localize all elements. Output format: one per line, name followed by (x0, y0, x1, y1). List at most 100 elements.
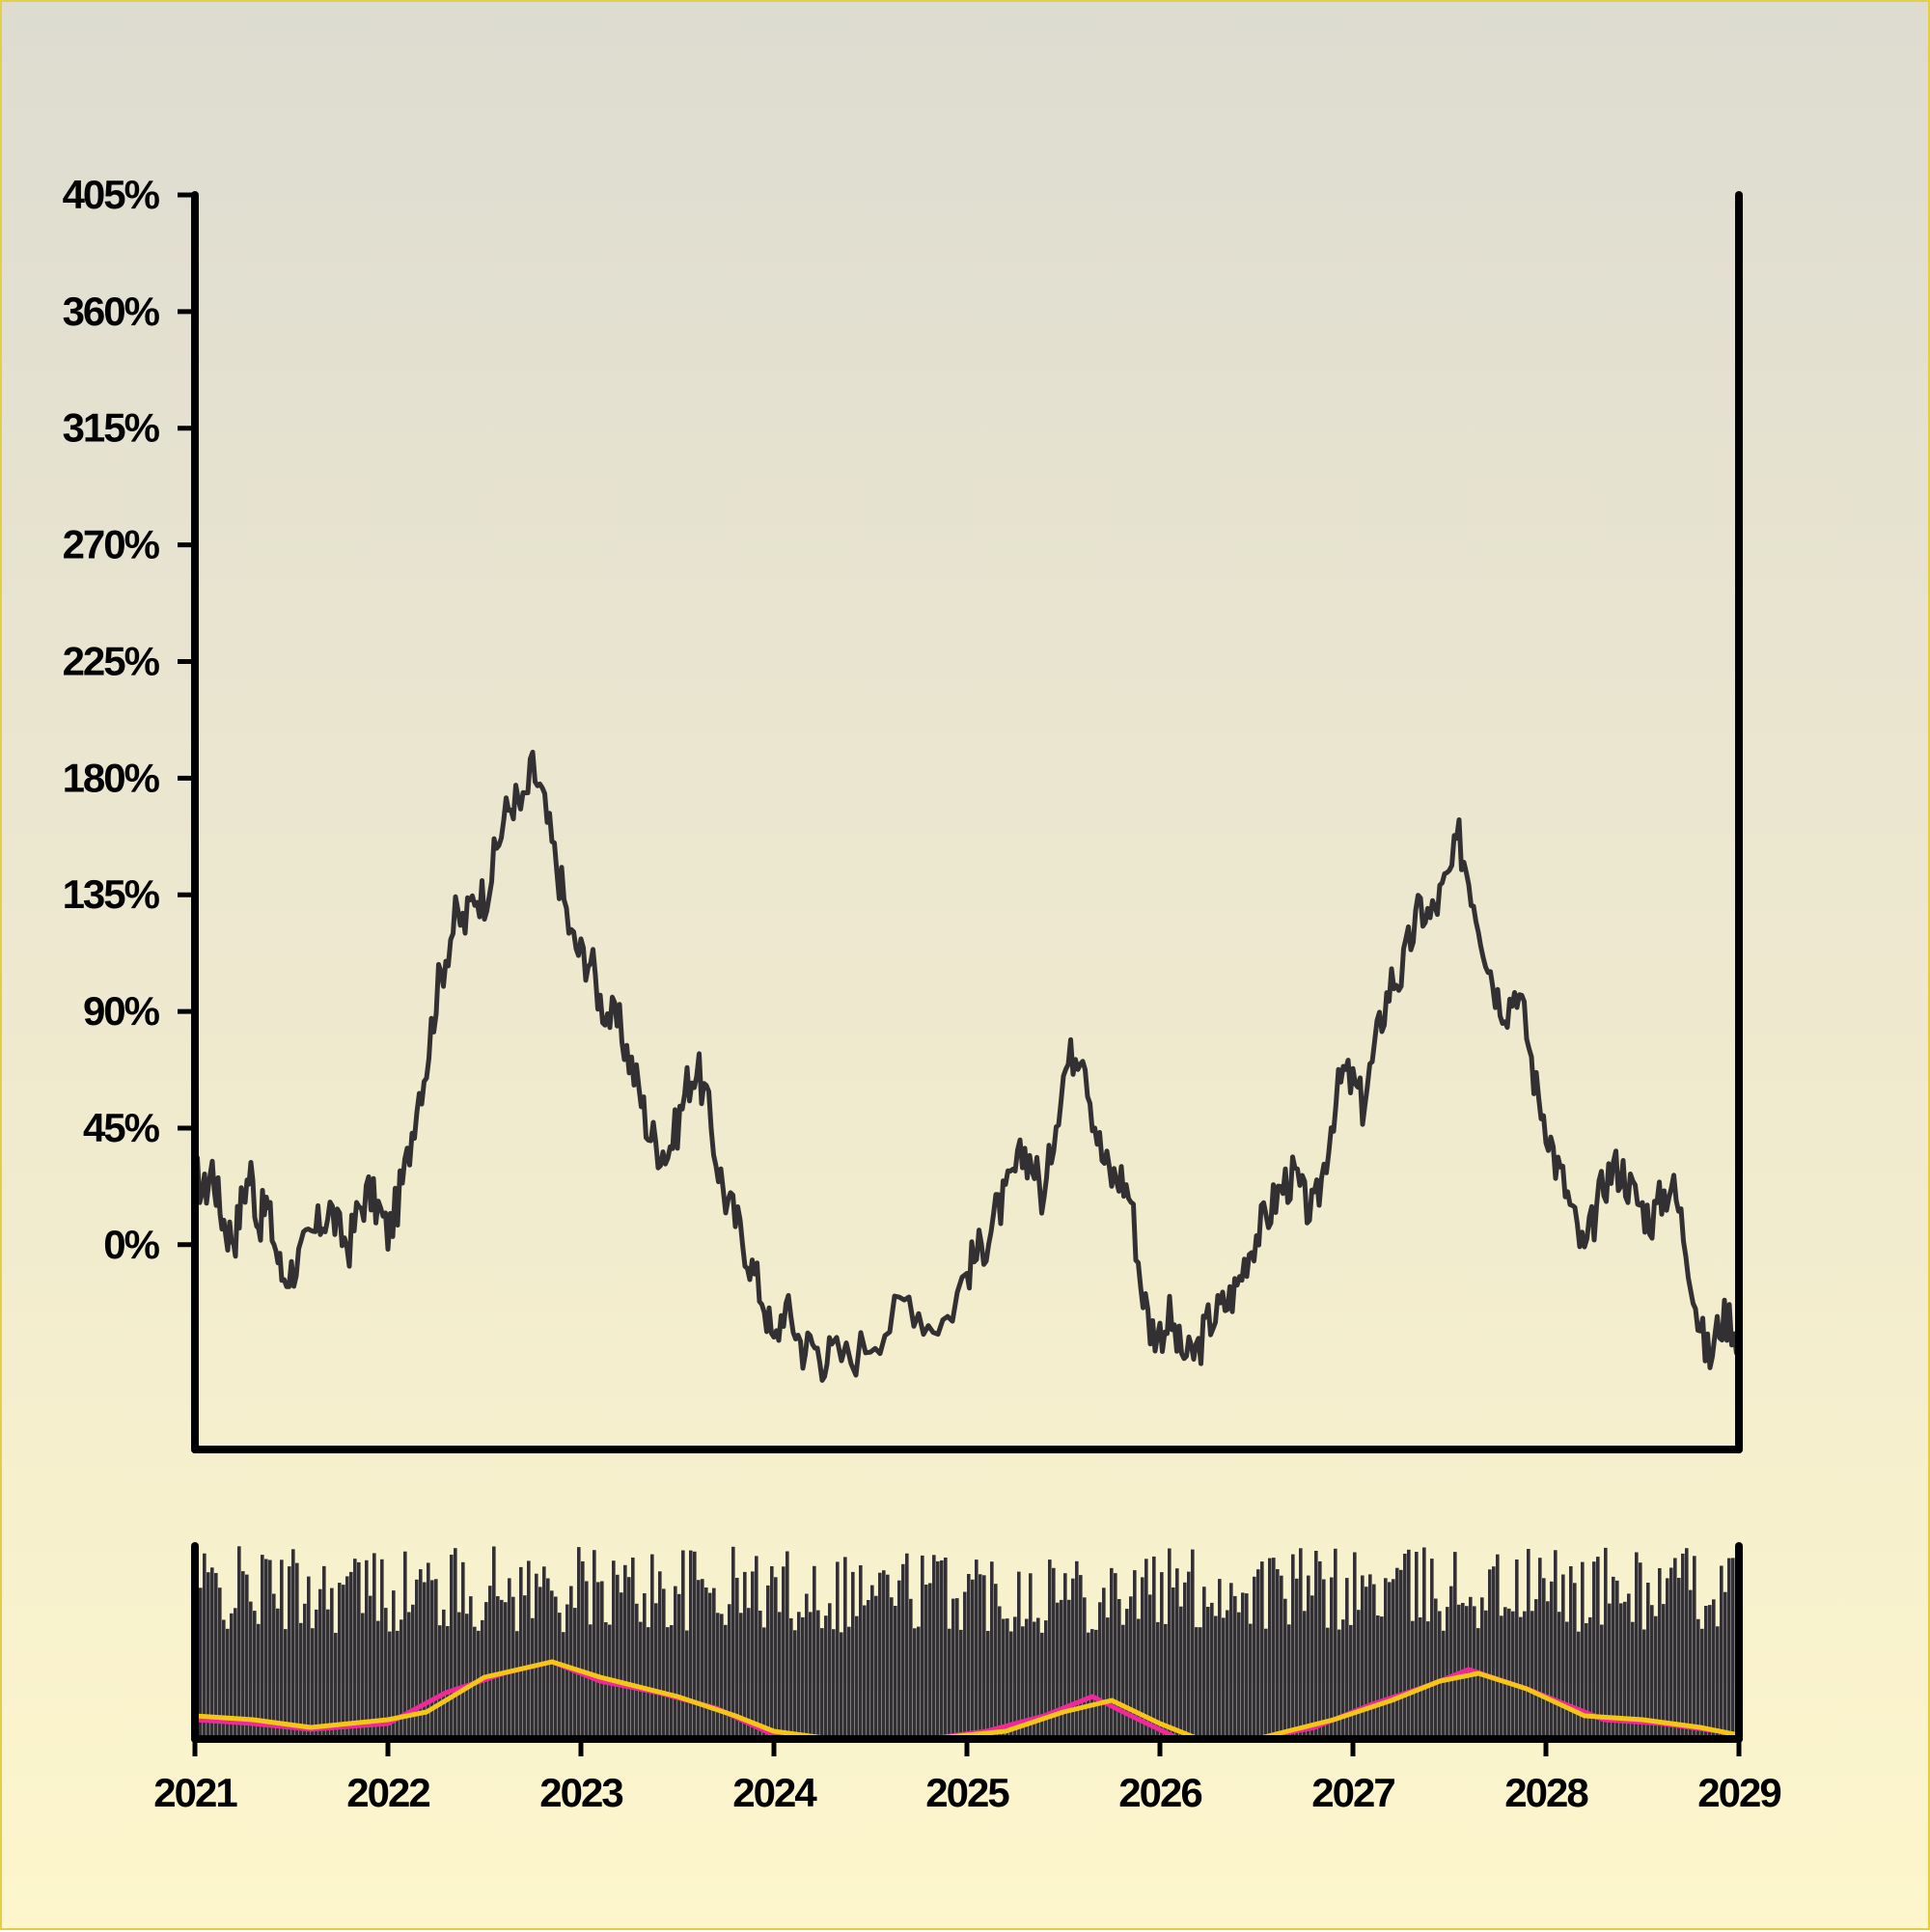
volume-bar (1500, 1615, 1503, 1739)
volume-bar (550, 1590, 554, 1739)
volume-bar (1523, 1611, 1527, 1739)
volume-bar (1199, 1627, 1202, 1739)
volume-bar (1631, 1621, 1635, 1739)
volume-bar (589, 1624, 593, 1739)
volume-bar (747, 1608, 751, 1739)
volume-bar (291, 1549, 295, 1739)
volume-bar (1106, 1617, 1110, 1739)
volume-bar (508, 1578, 511, 1739)
volume-bar (855, 1615, 859, 1739)
volume-bar (917, 1626, 921, 1739)
volume-bar (585, 1581, 589, 1739)
volume-bar (1673, 1558, 1677, 1739)
volume-bar (1627, 1593, 1631, 1739)
volume-bar (427, 1562, 430, 1739)
volume-bar (334, 1633, 338, 1739)
volume-bar (461, 1561, 465, 1739)
volume-bar (832, 1629, 836, 1739)
volume-bar (558, 1613, 562, 1739)
volume-bar (1639, 1562, 1642, 1739)
volume-bar (1727, 1558, 1731, 1739)
volume-bar (492, 1546, 496, 1739)
volume-bar (1669, 1567, 1673, 1739)
volume-bar (979, 1574, 982, 1739)
volume-bar (1615, 1580, 1619, 1739)
volume-bar (886, 1574, 890, 1739)
volume-bar (1731, 1558, 1735, 1739)
volume-bar (203, 1553, 207, 1739)
volume-bar (1226, 1610, 1229, 1739)
volume-bar (670, 1625, 674, 1739)
volume-bar (1561, 1574, 1565, 1739)
x-axis-ticks: 2021 2022 2023 2024 2025 2026 2027 2028 2029 (153, 1739, 1782, 1815)
volume-bar (1148, 1594, 1152, 1739)
volume-bar (728, 1604, 731, 1739)
volume-bar (280, 1559, 284, 1739)
volume-bar (1642, 1629, 1646, 1739)
volume-bar (527, 1560, 531, 1739)
volume-bar (1110, 1567, 1114, 1739)
volume-bar (975, 1559, 979, 1739)
volume-bar (226, 1628, 230, 1739)
volume-bar (1287, 1624, 1291, 1739)
volume-bar (1229, 1583, 1233, 1739)
volume-bar (1117, 1599, 1121, 1739)
volume-bar (1565, 1621, 1569, 1739)
volume-bar (1376, 1615, 1380, 1739)
volume-bar (982, 1575, 986, 1739)
volume-bar (658, 1571, 662, 1739)
volume-bar (1538, 1558, 1542, 1739)
price-series-line (192, 749, 1742, 1383)
volume-bar (1666, 1578, 1669, 1739)
volume-bar (936, 1560, 940, 1739)
volume-bar (407, 1612, 411, 1739)
volume-bar (712, 1587, 716, 1739)
volume-bar (1137, 1618, 1141, 1739)
volume-bar (890, 1597, 894, 1739)
volume-bar (261, 1555, 264, 1739)
volume-bar (1141, 1577, 1144, 1739)
volume-bar (662, 1588, 666, 1739)
y-tick-label: 225% (63, 638, 160, 683)
volume-bar (1341, 1619, 1345, 1739)
volume-bar (1577, 1631, 1581, 1739)
volume-bar (430, 1580, 434, 1739)
volume-bar (268, 1559, 272, 1739)
volume-bar (1013, 1616, 1017, 1739)
volume-bar (1233, 1595, 1237, 1739)
volume-bar (1218, 1579, 1222, 1739)
volume-bar (770, 1566, 774, 1739)
volume-bar (569, 1586, 573, 1739)
volume-bar (330, 1587, 334, 1739)
x-tick-label: 2023 (539, 1770, 622, 1815)
volume-bar (955, 1598, 959, 1739)
y-tick-label: 135% (63, 871, 160, 917)
volume-bar (1384, 1578, 1388, 1739)
volume-bar (438, 1625, 442, 1739)
volume-bar (372, 1553, 376, 1739)
volume-bar (1272, 1558, 1276, 1739)
volume-bar (1191, 1549, 1195, 1739)
volume-bar (1442, 1630, 1446, 1739)
volume-bar (1596, 1557, 1600, 1739)
volume-bar (1407, 1549, 1411, 1739)
volume-bar (1125, 1609, 1129, 1739)
volume-bar (1430, 1559, 1434, 1739)
volume-bar (365, 1559, 369, 1739)
volume-bar (1133, 1570, 1137, 1739)
volume-bar (1241, 1592, 1245, 1739)
volume-bar (1654, 1615, 1658, 1739)
volume-bar (1214, 1615, 1218, 1739)
volume-bar (1619, 1603, 1623, 1739)
volume-bar (1172, 1587, 1175, 1739)
price-panel: 0% 45% 90% 135% 180% 225% 270% 315% 360% 405% (63, 172, 1743, 1453)
volume-bar (882, 1570, 886, 1739)
volume-bar (1573, 1583, 1577, 1739)
volume-bar (515, 1631, 519, 1739)
volume-bar (762, 1627, 766, 1739)
volume-bar (454, 1548, 457, 1739)
volume-bar (1048, 1559, 1052, 1739)
volume-bar (816, 1610, 820, 1739)
volume-bar (1681, 1553, 1685, 1739)
volume-bar (1168, 1548, 1172, 1739)
